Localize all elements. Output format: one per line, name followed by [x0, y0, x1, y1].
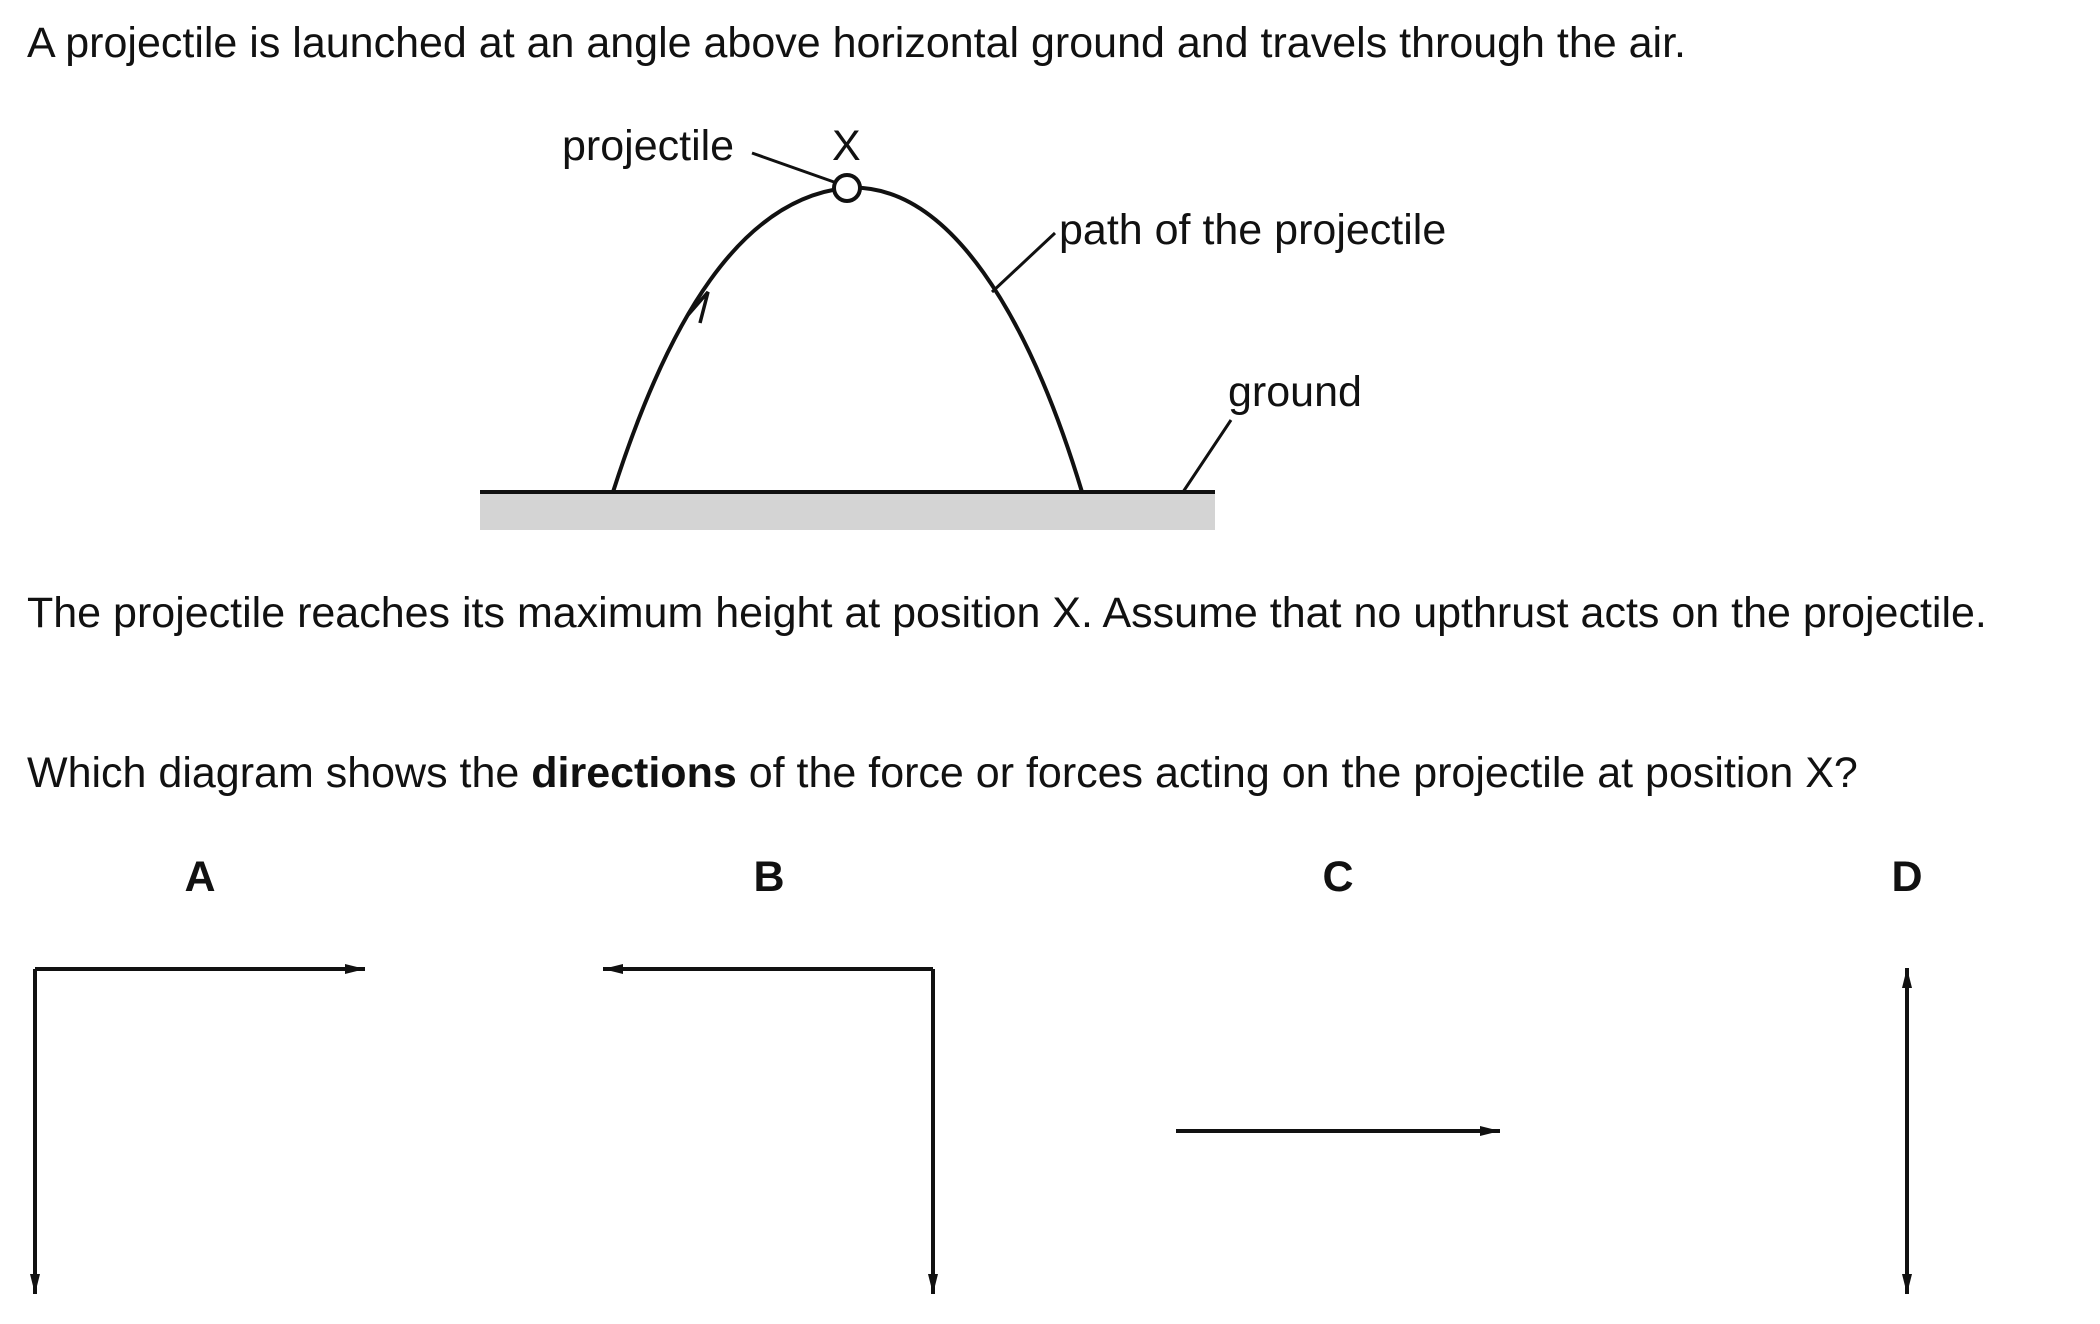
path-direction-arrow-icon — [686, 290, 710, 324]
ground-label: ground — [1228, 368, 1362, 416]
option-a-label[interactable]: A — [184, 853, 216, 901]
position-x-label: X — [832, 122, 861, 170]
question-text-start: Which diagram shows the — [27, 749, 532, 797]
intro-text: A projectile is launched at an angle abo… — [27, 19, 1687, 67]
projectile-figure: projectile X path of the projectile grou… — [480, 122, 1446, 530]
option-d-label[interactable]: D — [1891, 853, 1923, 901]
question-text-bold: directions — [531, 749, 737, 797]
option-b-label[interactable]: B — [753, 853, 785, 901]
option-b-diagram — [603, 964, 938, 1294]
question-text: Which diagram shows the directions of th… — [27, 746, 1858, 800]
option-a-diagram — [30, 964, 365, 1294]
path-label: path of the projectile — [1059, 206, 1446, 254]
projectile-ball — [832, 173, 862, 203]
question-text-end: of the force or forces acting on the pro… — [736, 749, 1858, 797]
option-c-label[interactable]: C — [1322, 853, 1354, 901]
ground-leader-line — [1181, 419, 1233, 493]
path-leader-line — [990, 231, 1057, 294]
projectile-label: projectile — [562, 122, 734, 170]
ground-surface — [480, 492, 1215, 530]
projectile-path — [611, 185, 1084, 493]
projectile-leader-line — [751, 151, 835, 184]
max-height-text: The projectile reaches its maximum heigh… — [27, 589, 1987, 637]
